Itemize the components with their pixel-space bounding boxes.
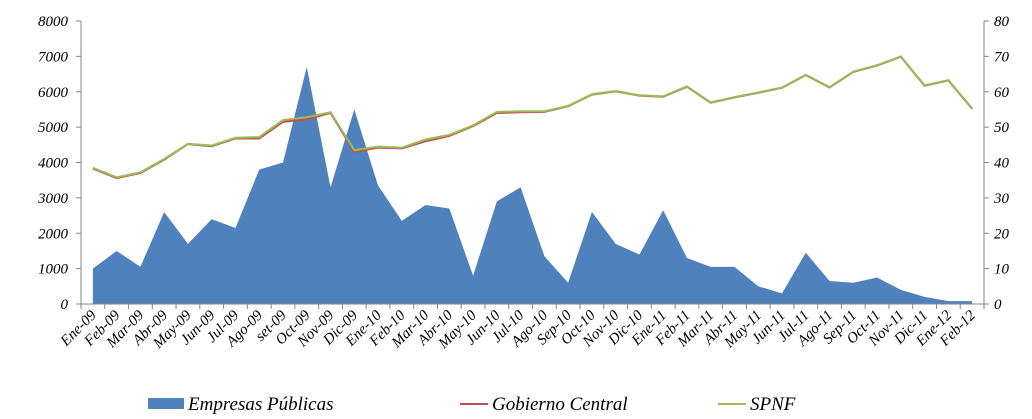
y2-tick-label: 20 [994,226,1010,242]
y2-tick-label: 80 [994,14,1010,30]
y-tick-label: 4000 [38,156,69,172]
y2-tick-label: 50 [994,120,1010,136]
area [92,66,973,305]
y2-tick-label: 30 [993,191,1010,207]
y-tick-label: 3000 [37,191,69,207]
y-tick-label: 8000 [38,14,69,30]
y-tick-label: 7000 [38,49,69,65]
line [92,55,973,179]
y-tick-label: 5000 [38,120,69,136]
y2-tick-label: 0 [994,297,1002,313]
y-tick-label: 0 [61,297,69,313]
y-tick-label: 6000 [38,85,69,101]
y-tick-label: 1000 [38,262,69,278]
legend-label: Gobierno Central [492,394,628,415]
y2-tick-label: 40 [994,156,1010,172]
y2-tick-label: 70 [994,49,1010,65]
legend-swatch [148,398,184,409]
y2-tick-label: 60 [994,85,1010,101]
line [92,55,973,180]
y2-tick-label: 10 [994,262,1010,278]
y-tick-label: 2000 [38,226,69,242]
legend-label: Empresas Públicas [187,394,333,415]
legend-label: SPNF [750,394,796,415]
